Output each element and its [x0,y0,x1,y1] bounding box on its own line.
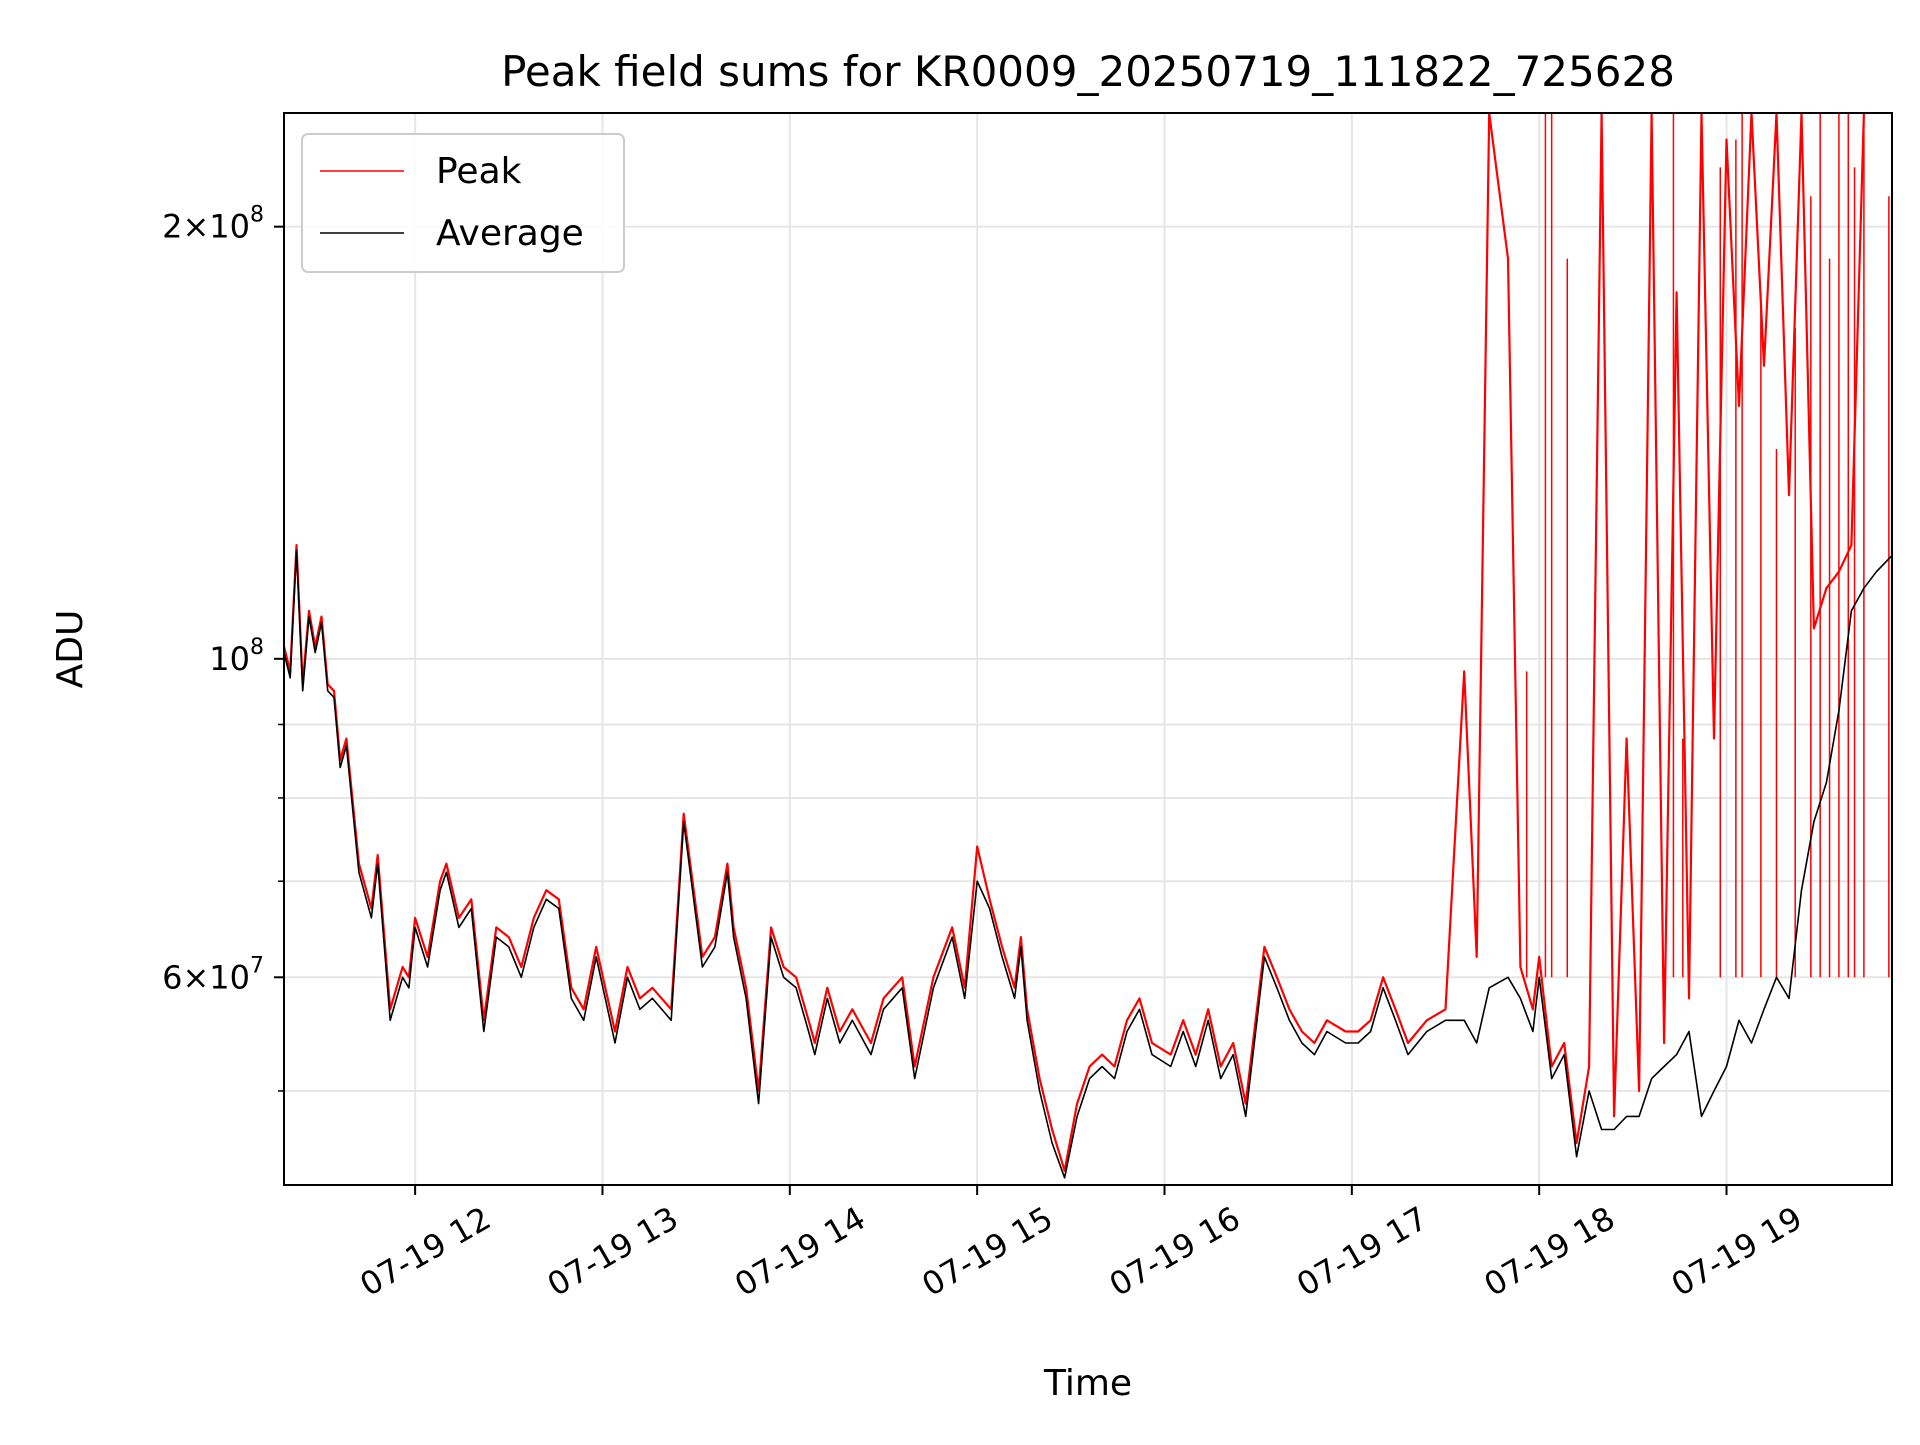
legend: Peak Average [301,133,625,273]
series-average [284,549,1892,1179]
y-tick-label: 2×108 [162,203,264,246]
y-axis-label: ADU [50,610,91,689]
y-tick-exponent: 7 [250,953,264,978]
series-line-average [284,549,1892,1179]
y-tick-label: 6×107 [162,953,264,996]
series-line-peak [284,113,1865,1172]
y-tick-exponent: 8 [250,203,264,228]
y-tick-exponent: 8 [250,635,264,660]
y-tick-label: 108 [209,635,264,678]
legend-label-peak: Peak [436,151,522,192]
legend-label-average: Average [436,213,584,254]
y-tick-base: 6×10 [162,958,250,996]
chart-title: Peak field sums for KR0009_20250719_1118… [501,47,1675,96]
legend-box [301,133,625,273]
x-axis-label: Time [1043,1363,1132,1404]
grid-layer [284,113,1892,1185]
plot-area-frame [283,112,1893,1186]
y-tick-base: 2×10 [162,208,250,246]
series-layer [284,113,1892,1179]
series-peak [284,113,1890,1172]
y-tick-base: 10 [209,640,250,678]
